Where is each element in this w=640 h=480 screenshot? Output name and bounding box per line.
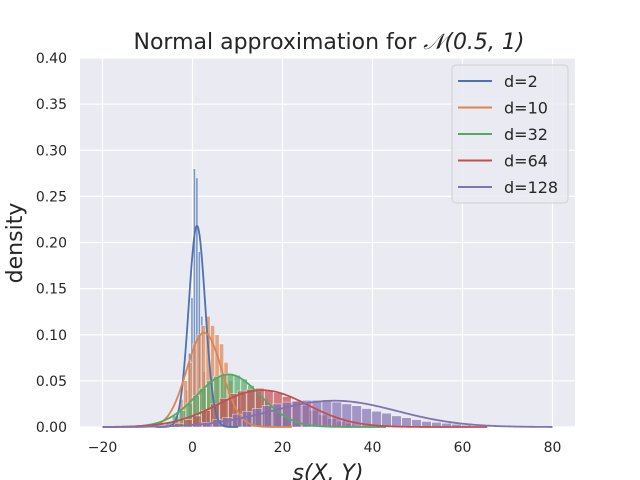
y-tick-label: 0.35 bbox=[36, 97, 67, 113]
y-axis-label: density bbox=[3, 203, 28, 284]
hist-bar bbox=[391, 415, 402, 428]
hist-bar bbox=[252, 408, 263, 428]
x-tick-label: 0 bbox=[188, 440, 197, 456]
normal-curve bbox=[102, 389, 488, 428]
normal-curves bbox=[102, 224, 553, 428]
legend-label: d=10 bbox=[504, 99, 548, 118]
hist-bar bbox=[331, 401, 342, 428]
legend-label: d=64 bbox=[504, 152, 548, 171]
y-tick-label: 0.40 bbox=[36, 51, 67, 67]
x-tick-label: 80 bbox=[544, 440, 562, 456]
hist-bar bbox=[381, 412, 392, 428]
y-tick-label: 0.25 bbox=[36, 189, 67, 205]
y-tick-label: 0.20 bbox=[36, 236, 67, 252]
y-tick-label: 0.00 bbox=[36, 420, 67, 436]
legend-label: d=128 bbox=[504, 178, 558, 197]
x-tick-labels: −20 0 20 40 60 80 bbox=[88, 440, 562, 456]
x-tick-label: 40 bbox=[364, 440, 382, 456]
legend-label: d=32 bbox=[504, 125, 548, 144]
normal-curve bbox=[102, 399, 553, 428]
x-tick-label: −20 bbox=[88, 440, 118, 456]
hist-bar bbox=[341, 403, 352, 428]
hist-bar bbox=[301, 400, 312, 428]
y-tick-label: 0.15 bbox=[36, 282, 67, 298]
y-tick-labels: 0.00 0.05 0.10 0.15 0.20 0.25 0.30 0.35 0.40 bbox=[36, 51, 67, 436]
y-tick-label: 0.05 bbox=[36, 374, 67, 390]
hist-bar bbox=[262, 405, 273, 428]
hist-bar bbox=[291, 400, 302, 428]
legend-label: d=2 bbox=[504, 72, 538, 91]
y-tick-label: 0.10 bbox=[36, 328, 67, 344]
x-axis-label: s(X, Y) bbox=[292, 461, 363, 480]
hist-bar bbox=[401, 417, 412, 428]
hist-bar bbox=[311, 400, 322, 428]
hist-bar bbox=[411, 419, 422, 428]
hist-bar bbox=[183, 419, 193, 428]
y-tick-label: 0.30 bbox=[36, 143, 67, 159]
legend-frame bbox=[451, 64, 569, 204]
chart-title: Normal approximation for 𝒩(0.5, 1) bbox=[134, 30, 525, 55]
grid bbox=[80, 57, 575, 428]
x-tick-label: 20 bbox=[274, 440, 292, 456]
x-tick-label: 60 bbox=[454, 440, 472, 456]
legend: d=2 d=10 d=32 d=64 d=128 bbox=[451, 64, 569, 204]
